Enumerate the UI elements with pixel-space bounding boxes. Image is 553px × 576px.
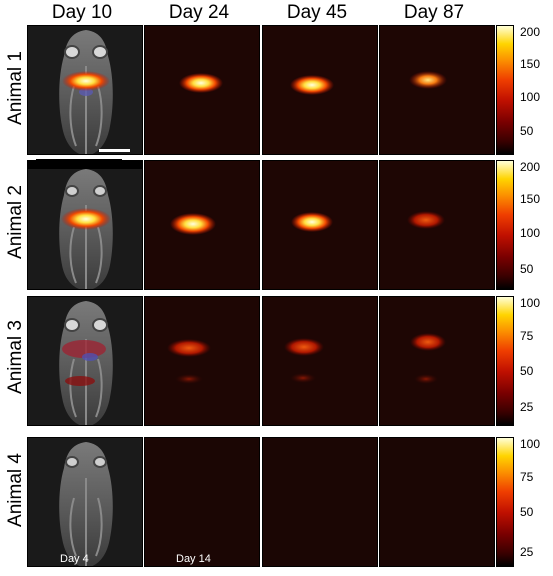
colorbar-tick: 100 — [520, 437, 541, 451]
mri-overlay-image — [28, 26, 142, 154]
panel-animal-4-day-87 — [379, 437, 495, 567]
colorbar-tick: 25 — [520, 545, 534, 559]
colorbar-tick: 200 — [520, 25, 541, 39]
colorbar-animal-1 — [496, 25, 514, 155]
panel-animal-3-day-87 — [379, 296, 495, 426]
panel-animal-1-day-45 — [262, 25, 378, 155]
panel-animal-1-day-24 — [144, 25, 260, 155]
panel-animal-4-day-24 — [144, 437, 260, 567]
colorbar-tick: 50 — [520, 124, 534, 138]
column-header-day-10: Day 10 — [51, 2, 113, 23]
colorbar-animal-4 — [496, 437, 514, 567]
pet-image — [167, 339, 211, 384]
panel-animal-4-day-45 — [262, 437, 378, 567]
colorbar-tick: 50 — [520, 364, 534, 378]
colorbar-tick: 75 — [520, 329, 534, 343]
pet-image — [410, 333, 446, 384]
colorbar-animal-3 — [496, 296, 514, 426]
colorbar-tick: 150 — [520, 192, 541, 206]
mri-overlay-image — [28, 297, 142, 425]
mri-image — [28, 438, 142, 566]
panel-animal-2-day-24 — [144, 160, 260, 290]
column-header-day-87: Day 87 — [403, 2, 465, 23]
colorbar-tick: 100 — [520, 90, 541, 104]
colorbar-animal-2 — [496, 160, 514, 290]
mri-overlay-image — [28, 161, 142, 289]
row-label-animal-3: Animal 3 — [5, 320, 26, 394]
colorbar-tick: 50 — [520, 505, 534, 519]
colorbar-tick: 100 — [520, 296, 541, 310]
pet-image — [170, 213, 216, 235]
panel-animal-3-day-24 — [144, 296, 260, 426]
scale-bar — [99, 149, 130, 152]
row-label-animal-2: Animal 2 — [5, 185, 26, 259]
pet-image — [290, 75, 334, 95]
panel-animal-3-day-45 — [262, 296, 378, 426]
colorbar-tick: 200 — [520, 160, 541, 174]
pet-image — [179, 73, 223, 93]
panel-animal-1-day-87 — [379, 25, 495, 155]
colorbar-tick: 50 — [520, 262, 534, 276]
pet-image — [291, 212, 333, 232]
panel-animal-4-day-10 — [27, 437, 143, 567]
panel-day-label: Day 4 — [60, 553, 89, 565]
row-label-animal-4: Animal 4 — [5, 453, 26, 527]
row-label-animal-1: Animal 1 — [5, 51, 26, 125]
colorbar-tick: 150 — [520, 57, 541, 71]
panel-animal-2-day-10 — [27, 160, 143, 290]
panel-animal-1-day-10 — [27, 25, 143, 155]
panel-animal-2-day-45 — [262, 160, 378, 290]
pet-image — [284, 338, 324, 383]
pet-image — [407, 211, 445, 229]
column-header-day-24: Day 24 — [168, 2, 230, 23]
column-header-day-45: Day 45 — [286, 2, 348, 23]
panel-animal-2-day-87 — [379, 160, 495, 290]
pet-image — [409, 71, 447, 89]
colorbar-tick: 100 — [520, 226, 541, 240]
panel-animal-3-day-10 — [27, 296, 143, 426]
colorbar-tick: 25 — [520, 400, 534, 414]
colorbar-tick: 75 — [520, 470, 534, 484]
panel-day-label: Day 14 — [176, 553, 211, 565]
